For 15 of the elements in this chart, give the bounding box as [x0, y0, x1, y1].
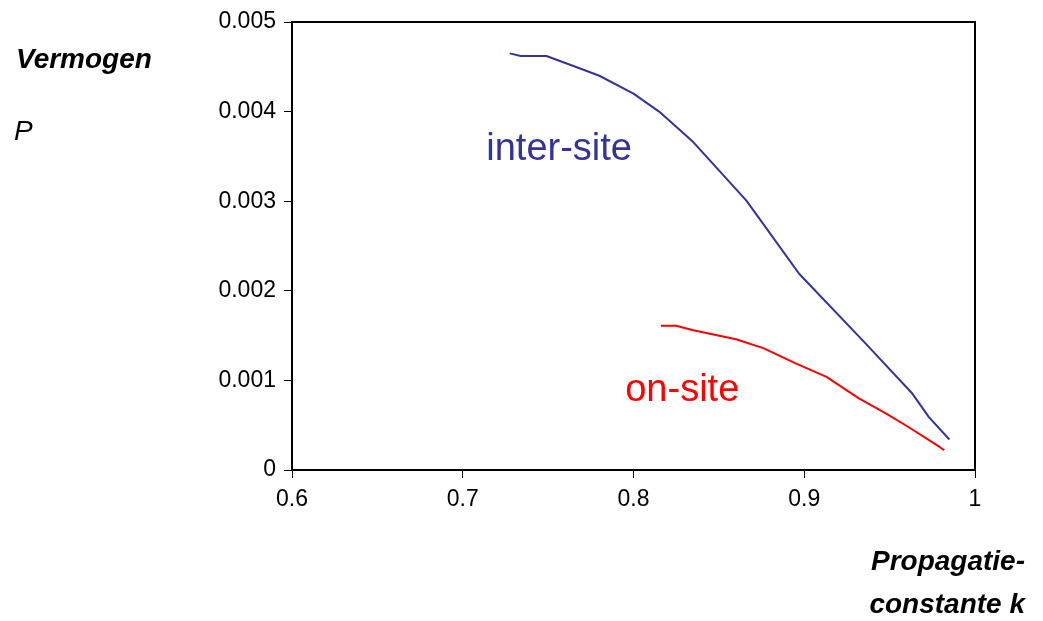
- y-tick-label: 0: [263, 455, 276, 482]
- x-tick-label: 1: [968, 485, 982, 512]
- y-tick-label: 0.005: [218, 7, 276, 34]
- x-tick-label: 0.7: [446, 485, 479, 512]
- y-tick-label: 0.001: [218, 365, 276, 392]
- x-tick-label: 0.8: [617, 485, 650, 512]
- series-label: on-site: [625, 366, 740, 409]
- y-tick-label: 0.002: [218, 276, 276, 303]
- series-label: inter-site: [486, 126, 632, 169]
- text: Vermogen P: [14, 43, 152, 146]
- x-tick-label: 0.9: [788, 485, 821, 512]
- y-tick-label: 0.003: [218, 186, 276, 213]
- x-axis-title: Propagatie-constante k: [869, 545, 1025, 619]
- y-tick-label: 0.004: [218, 96, 277, 123]
- x-tick-label: 0.6: [276, 485, 308, 512]
